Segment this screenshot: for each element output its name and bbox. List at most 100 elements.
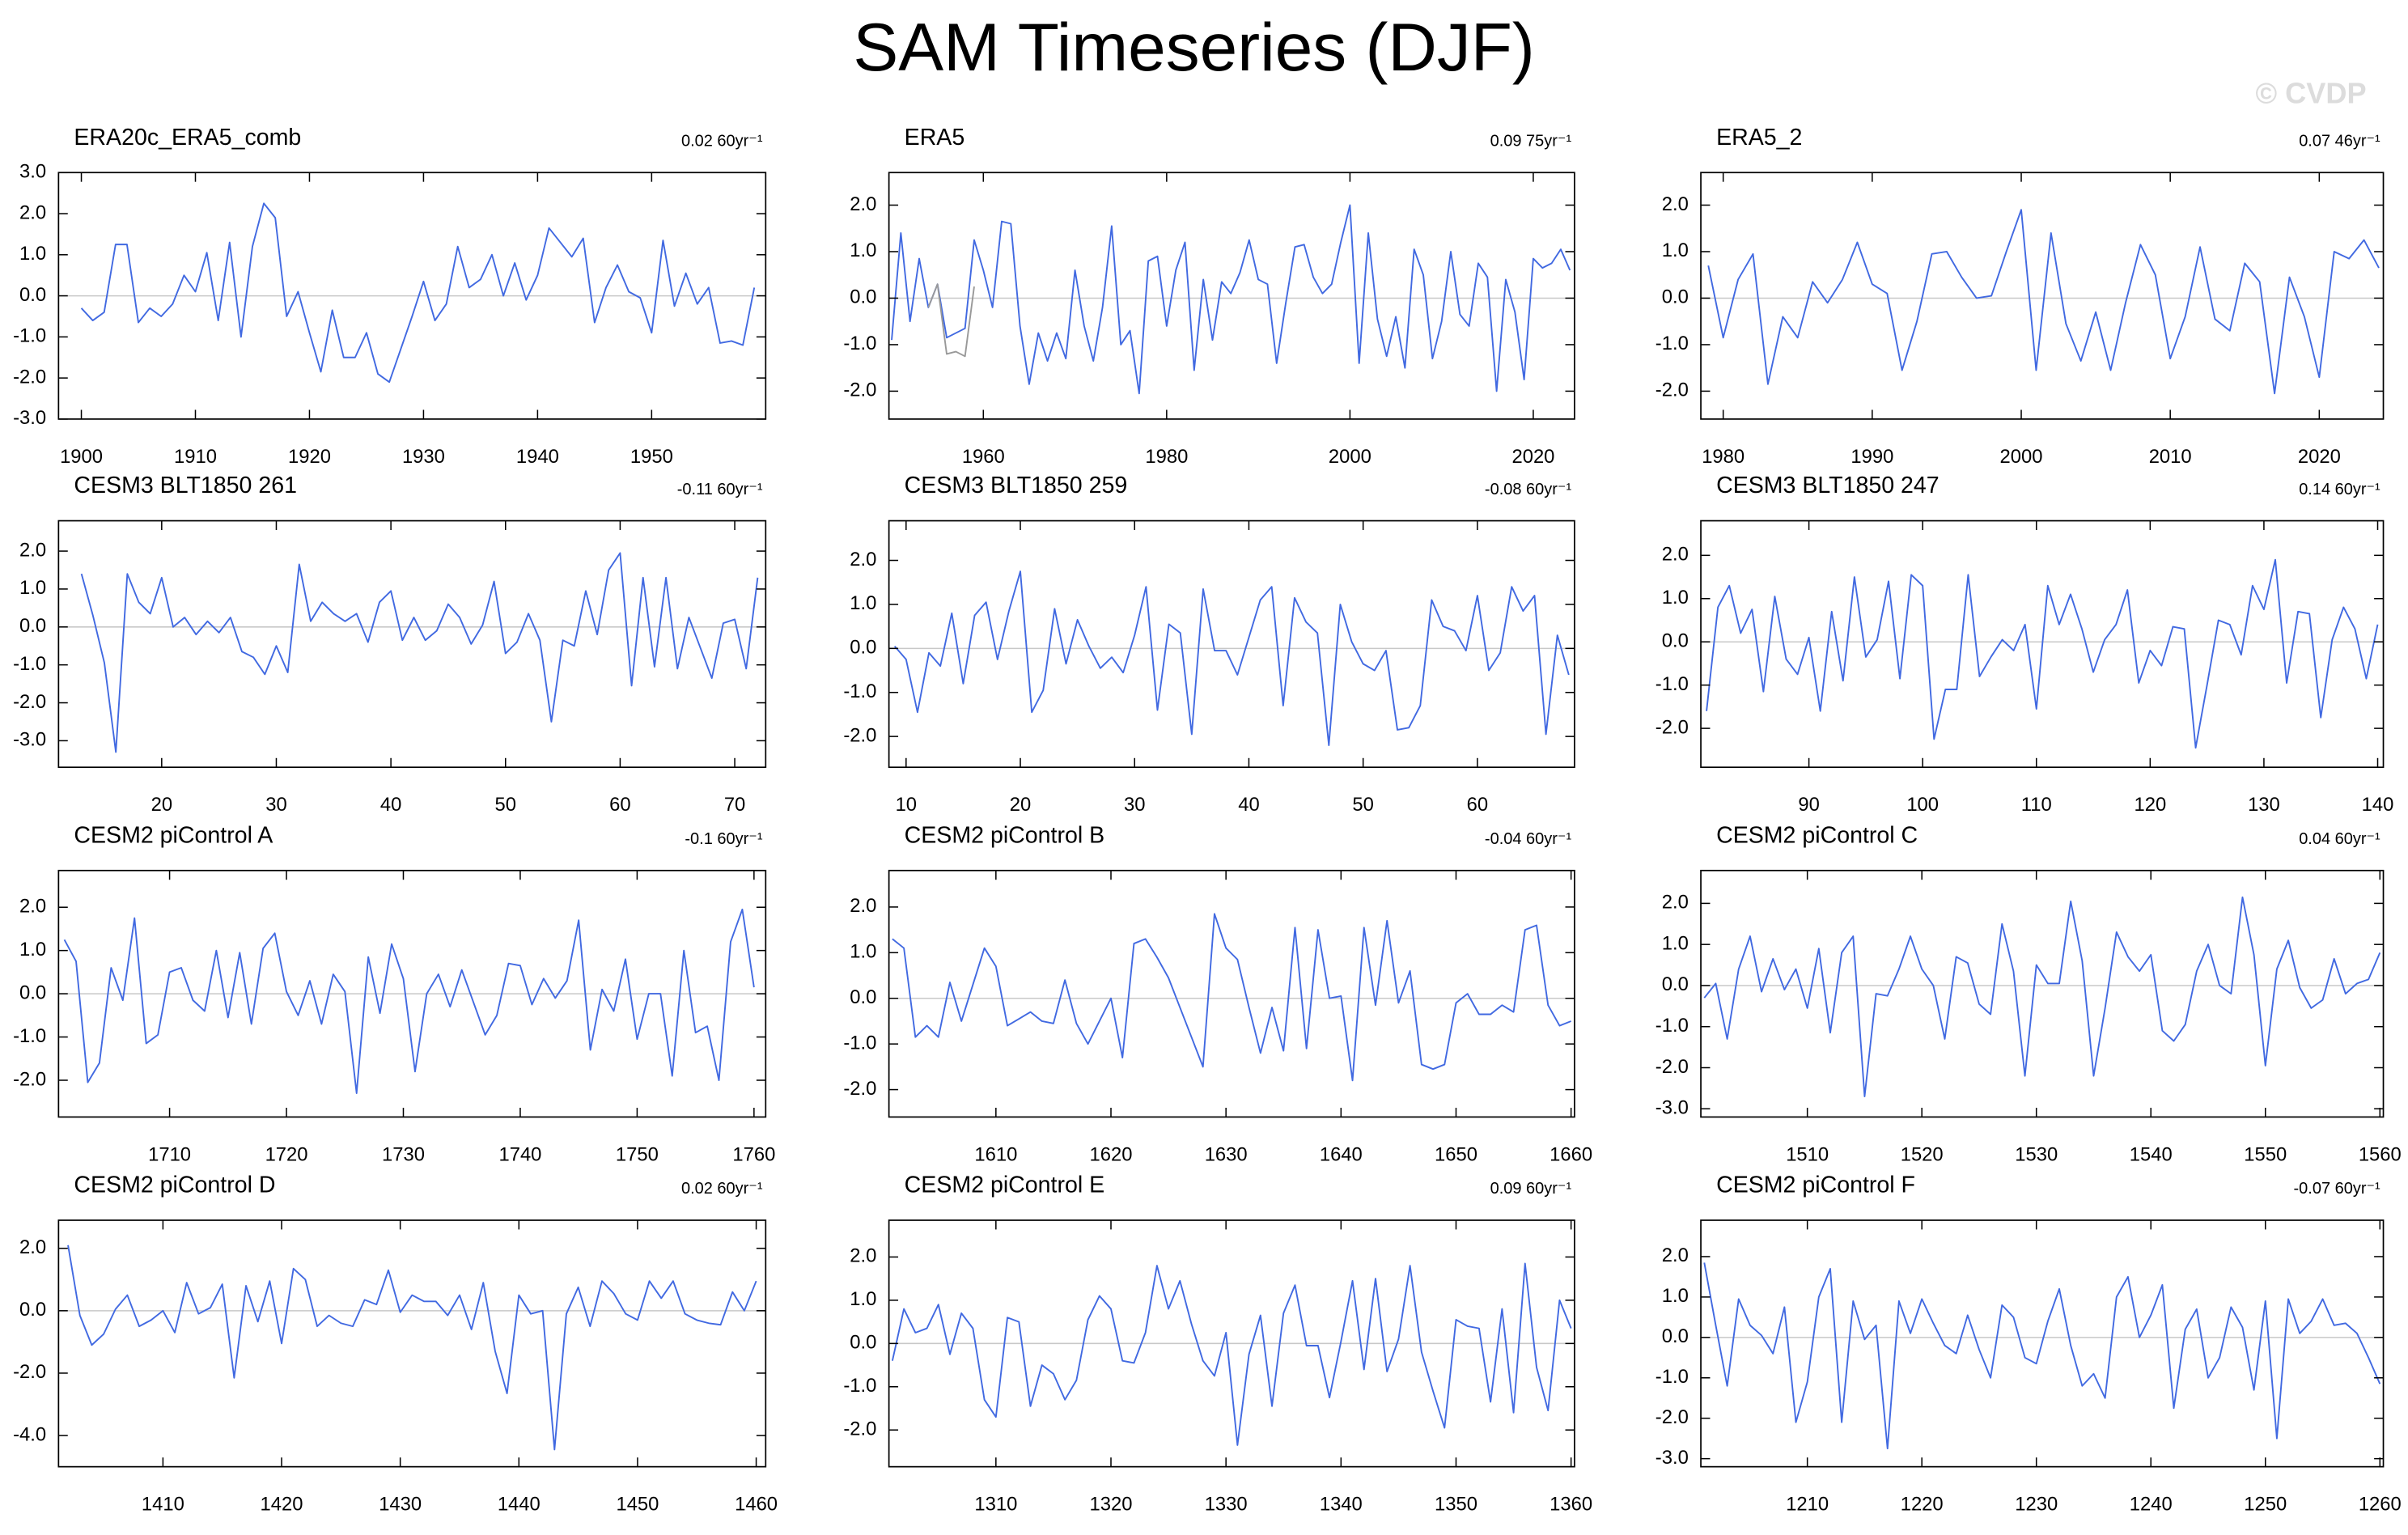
x-tick-label: 1950: [630, 446, 673, 468]
plot-frame: [888, 1219, 1575, 1468]
x-tick-label: 50: [495, 794, 516, 816]
x-tick-label: 1520: [1901, 1143, 1944, 1165]
x-tick-label: 1440: [498, 1494, 541, 1516]
x-tick-label: 20: [1010, 794, 1031, 816]
series-line: [891, 1262, 1572, 1446]
y-tick-label: 2.0: [850, 1245, 876, 1267]
series-line: [1707, 209, 2380, 395]
trend-label: 0.14 60yr⁻¹: [2299, 481, 2380, 498]
trend-label: 0.02 60yr⁻¹: [681, 1180, 763, 1198]
y-tick-label: 1.0: [850, 240, 876, 261]
panel: CESM3 BLT1850 247 0.14 60yr⁻¹ -2.0 -1.0 0.0 1…: [1656, 473, 2394, 816]
x-tick-label: 70: [724, 794, 745, 816]
y-tick-label: 0.0: [19, 284, 46, 306]
y-tick-label: 0.0: [19, 982, 46, 1003]
x-tick-label: 1550: [2244, 1143, 2287, 1165]
series-line: [80, 552, 759, 753]
x-tick-label: 1750: [616, 1143, 659, 1165]
y-tick-label: 1.0: [19, 577, 46, 599]
x-tick-label: 1650: [1435, 1143, 1477, 1165]
x-tick-label: 40: [380, 794, 401, 816]
x-tick-label: 140: [2362, 794, 2394, 816]
y-tick-label: -1.0: [13, 1025, 46, 1047]
y-tick-label: -2.0: [1656, 1056, 1689, 1078]
series-line: [893, 570, 1570, 746]
series-line: [67, 1245, 757, 1451]
y-tick-label: 0.0: [19, 615, 46, 637]
x-tick-label: 1920: [288, 446, 331, 468]
panel: CESM2 piControl A -0.1 60yr⁻¹ -2.0 -1.0 0.0 1…: [13, 822, 775, 1165]
x-tick-label: 1980: [1145, 446, 1188, 468]
plot-frame: [1700, 1219, 2385, 1468]
x-tick-label: 1760: [732, 1143, 775, 1165]
y-tick-label: 0.0: [19, 1299, 46, 1321]
trend-label: -0.07 60yr⁻¹: [2294, 1180, 2381, 1198]
y-tick-label: 1.0: [1662, 932, 1689, 954]
y-tick-label: -1.0: [843, 1375, 876, 1397]
y-tick-label: 2.0: [19, 539, 46, 561]
x-tick-label: 30: [1124, 794, 1145, 816]
y-tick-label: 2.0: [1662, 1245, 1689, 1266]
y-tick-label: 1.0: [1662, 1285, 1689, 1307]
x-tick-label: 1240: [2130, 1494, 2173, 1516]
x-tick-label: 1220: [1901, 1494, 1944, 1516]
x-tick-label: 1260: [2359, 1494, 2402, 1516]
x-tick-label: 1910: [174, 446, 217, 468]
y-tick-label: -3.0: [1656, 1097, 1689, 1119]
panel-title: CESM2 piControl A: [74, 822, 273, 848]
plot-frame: [1700, 869, 2385, 1118]
x-tick-label: 1640: [1320, 1143, 1363, 1165]
trend-label: -0.11 60yr⁻¹: [677, 481, 763, 498]
x-tick-label: 1350: [1435, 1494, 1477, 1516]
y-tick-label: 2.0: [1662, 193, 1689, 215]
panel: ERA5_2 0.07 46yr⁻¹ -2.0 -1.0 0.0 1.0 2.0 1980 19…: [1656, 125, 2385, 468]
y-tick-label: 1.0: [850, 592, 876, 614]
y-tick-label: 2.0: [1662, 892, 1689, 914]
x-tick-label: 1900: [60, 446, 103, 468]
y-tick-label: -2.0: [13, 366, 46, 388]
plot-frame: [1700, 172, 2385, 420]
y-tick-label: 0.0: [850, 986, 876, 1008]
x-tick-label: 10: [896, 794, 917, 816]
figure-title: SAM Timeseries (DJF): [853, 9, 1534, 85]
series-line: [1706, 558, 2379, 749]
x-tick-label: 1940: [516, 446, 559, 468]
y-tick-label: 1.0: [850, 941, 876, 963]
panel-title: CESM2 piControl D: [74, 1172, 275, 1198]
x-tick-label: 1990: [1851, 446, 1893, 468]
series-line: [1703, 896, 2381, 1098]
panel-title: ERA20c_ERA5_comb: [74, 125, 301, 151]
y-tick-label: 0.0: [1662, 630, 1689, 652]
y-tick-label: -1.0: [843, 1032, 876, 1054]
y-tick-label: -3.0: [1656, 1447, 1689, 1469]
plot-frame: [888, 519, 1575, 769]
y-tick-label: 0.0: [850, 286, 876, 308]
panel-title: CESM3 BLT1850 261: [74, 473, 297, 498]
plot-frame: [57, 519, 767, 769]
panel: CESM2 piControl D 0.02 60yr⁻¹ -4.0 -2.0 0.0 2…: [13, 1172, 778, 1516]
y-tick-label: -2.0: [843, 1418, 876, 1440]
series-line: [892, 913, 1572, 1082]
y-tick-label: -1.0: [13, 325, 46, 347]
watermark: © CVDP: [2255, 77, 2366, 110]
panel: CESM3 BLT1850 261 -0.11 60yr⁻¹ -3.0 -2.0 -1.…: [13, 473, 767, 816]
y-tick-label: 0.0: [850, 1332, 876, 1354]
x-tick-label: 1430: [379, 1494, 422, 1516]
x-tick-label: 100: [1906, 794, 1939, 816]
y-tick-label: -1.0: [843, 333, 876, 354]
x-tick-label: 110: [2021, 794, 2052, 816]
y-tick-label: 0.0: [1662, 1325, 1689, 1347]
y-tick-label: -4.0: [13, 1423, 46, 1445]
y-tick-label: -3.0: [13, 407, 46, 429]
y-tick-label: 1.0: [850, 1288, 876, 1310]
y-tick-label: -1.0: [1656, 1366, 1689, 1388]
x-tick-label: 1610: [974, 1143, 1017, 1165]
y-tick-label: -2.0: [843, 380, 876, 401]
series-line: [1703, 1262, 2381, 1450]
x-tick-label: 1630: [1205, 1143, 1248, 1165]
x-tick-label: 2020: [2298, 446, 2341, 468]
x-tick-label: 1420: [261, 1494, 303, 1516]
panel-title: CESM3 BLT1850 247: [1716, 473, 1940, 498]
x-tick-label: 2010: [2149, 446, 2192, 468]
